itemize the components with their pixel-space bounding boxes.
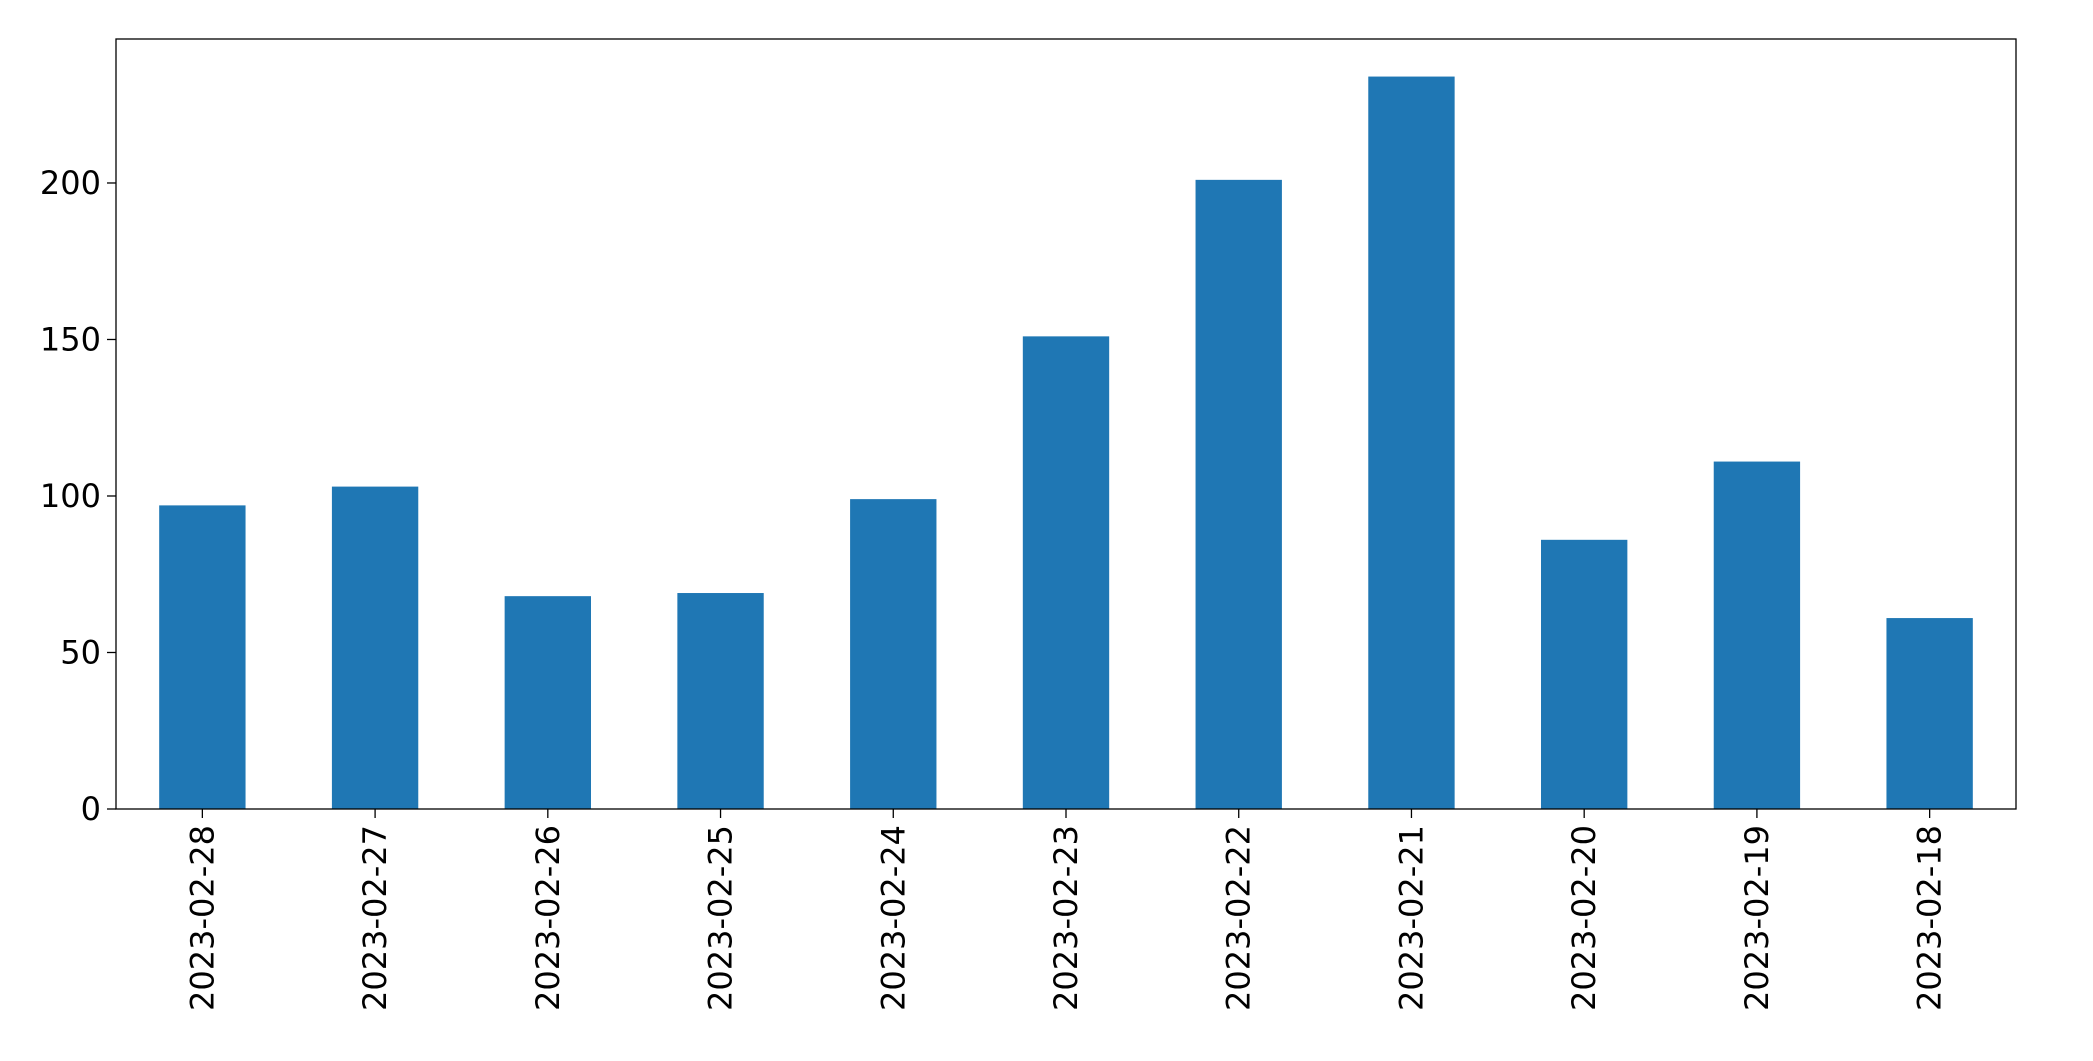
y-tick-label: 150 [40, 320, 101, 358]
bar [331, 486, 419, 809]
bar [1886, 618, 1973, 809]
bar [677, 593, 764, 809]
x-tick-label: 2023-02-23 [1047, 825, 1085, 1011]
x-tick-label: 2023-02-25 [702, 825, 740, 1011]
x-tick-label: 2023-02-24 [874, 825, 912, 1011]
x-tick-label: 2023-02-26 [529, 825, 567, 1011]
x-tick-label: 2023-02-20 [1565, 825, 1603, 1011]
y-tick-label: 100 [40, 477, 101, 515]
bar [1368, 76, 1455, 809]
y-tick-label: 200 [40, 164, 101, 202]
y-tick-label: 50 [60, 633, 101, 671]
bar [1022, 336, 1110, 809]
x-tick-label: 2023-02-18 [1911, 825, 1949, 1011]
bar [1713, 461, 1801, 809]
bar [850, 499, 937, 809]
bar [1195, 179, 1282, 810]
x-tick-label: 2023-02-27 [356, 825, 394, 1011]
x-tick-label: 2023-02-19 [1738, 825, 1776, 1011]
x-tick-label: 2023-02-21 [1392, 825, 1430, 1011]
bar [1541, 539, 1628, 809]
x-tick-label: 2023-02-22 [1220, 825, 1258, 1011]
bar [504, 596, 591, 809]
bar [159, 505, 246, 809]
y-tick-label: 0 [81, 790, 101, 828]
x-tick-label: 2023-02-28 [183, 825, 221, 1011]
plot-frame [115, 38, 2017, 810]
